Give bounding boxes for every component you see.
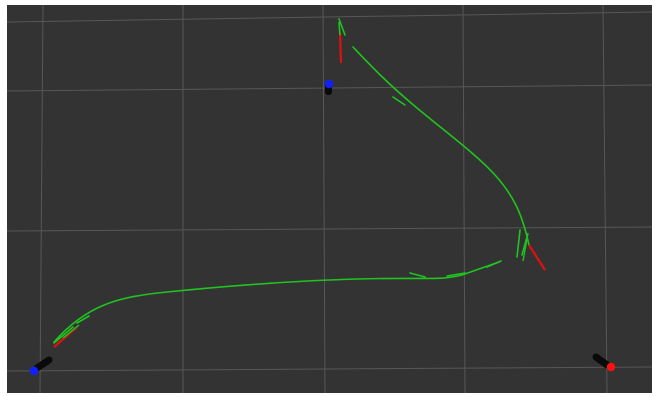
marker-bottom-right[interactable] <box>592 353 616 372</box>
scene-canvas[interactable] <box>7 5 652 393</box>
pose-arrow-top <box>338 21 343 64</box>
grid-line <box>602 5 608 393</box>
path-segment-top-start <box>338 18 346 36</box>
marker-top[interactable] <box>324 79 334 95</box>
path-segment-upper <box>352 46 530 246</box>
marker-bottom-left[interactable] <box>29 356 53 376</box>
marker-body <box>592 353 611 369</box>
ground-grid <box>7 5 652 393</box>
path-segment-main <box>53 261 500 343</box>
path-jitter <box>516 229 521 258</box>
grid-line <box>7 366 652 372</box>
path-segment-left-start <box>53 326 74 344</box>
marker-body <box>33 356 53 372</box>
grid-line <box>7 226 652 232</box>
path-jitter <box>76 315 90 324</box>
pose-axis-y <box>62 324 80 339</box>
trajectory-path <box>53 18 530 344</box>
pose-arrow-right <box>522 232 546 271</box>
grid-line <box>462 5 466 393</box>
grid-line <box>39 5 44 393</box>
pose-axis-x <box>528 244 546 271</box>
blue-icon <box>324 79 334 89</box>
path-jitter <box>446 272 466 277</box>
pose-axis-y <box>522 232 529 262</box>
pose-axis-x <box>338 32 343 64</box>
red-icon <box>606 362 616 372</box>
pose-axis-y <box>338 21 341 36</box>
pose-arrow-bottom-left <box>53 324 80 348</box>
path-jitter <box>486 260 502 268</box>
3d-viewport[interactable] <box>7 5 652 393</box>
path-jitter <box>409 272 426 278</box>
blue-icon <box>29 366 39 376</box>
grid-line <box>322 5 326 393</box>
path-jitter <box>392 96 406 106</box>
grid-line <box>7 11 652 23</box>
